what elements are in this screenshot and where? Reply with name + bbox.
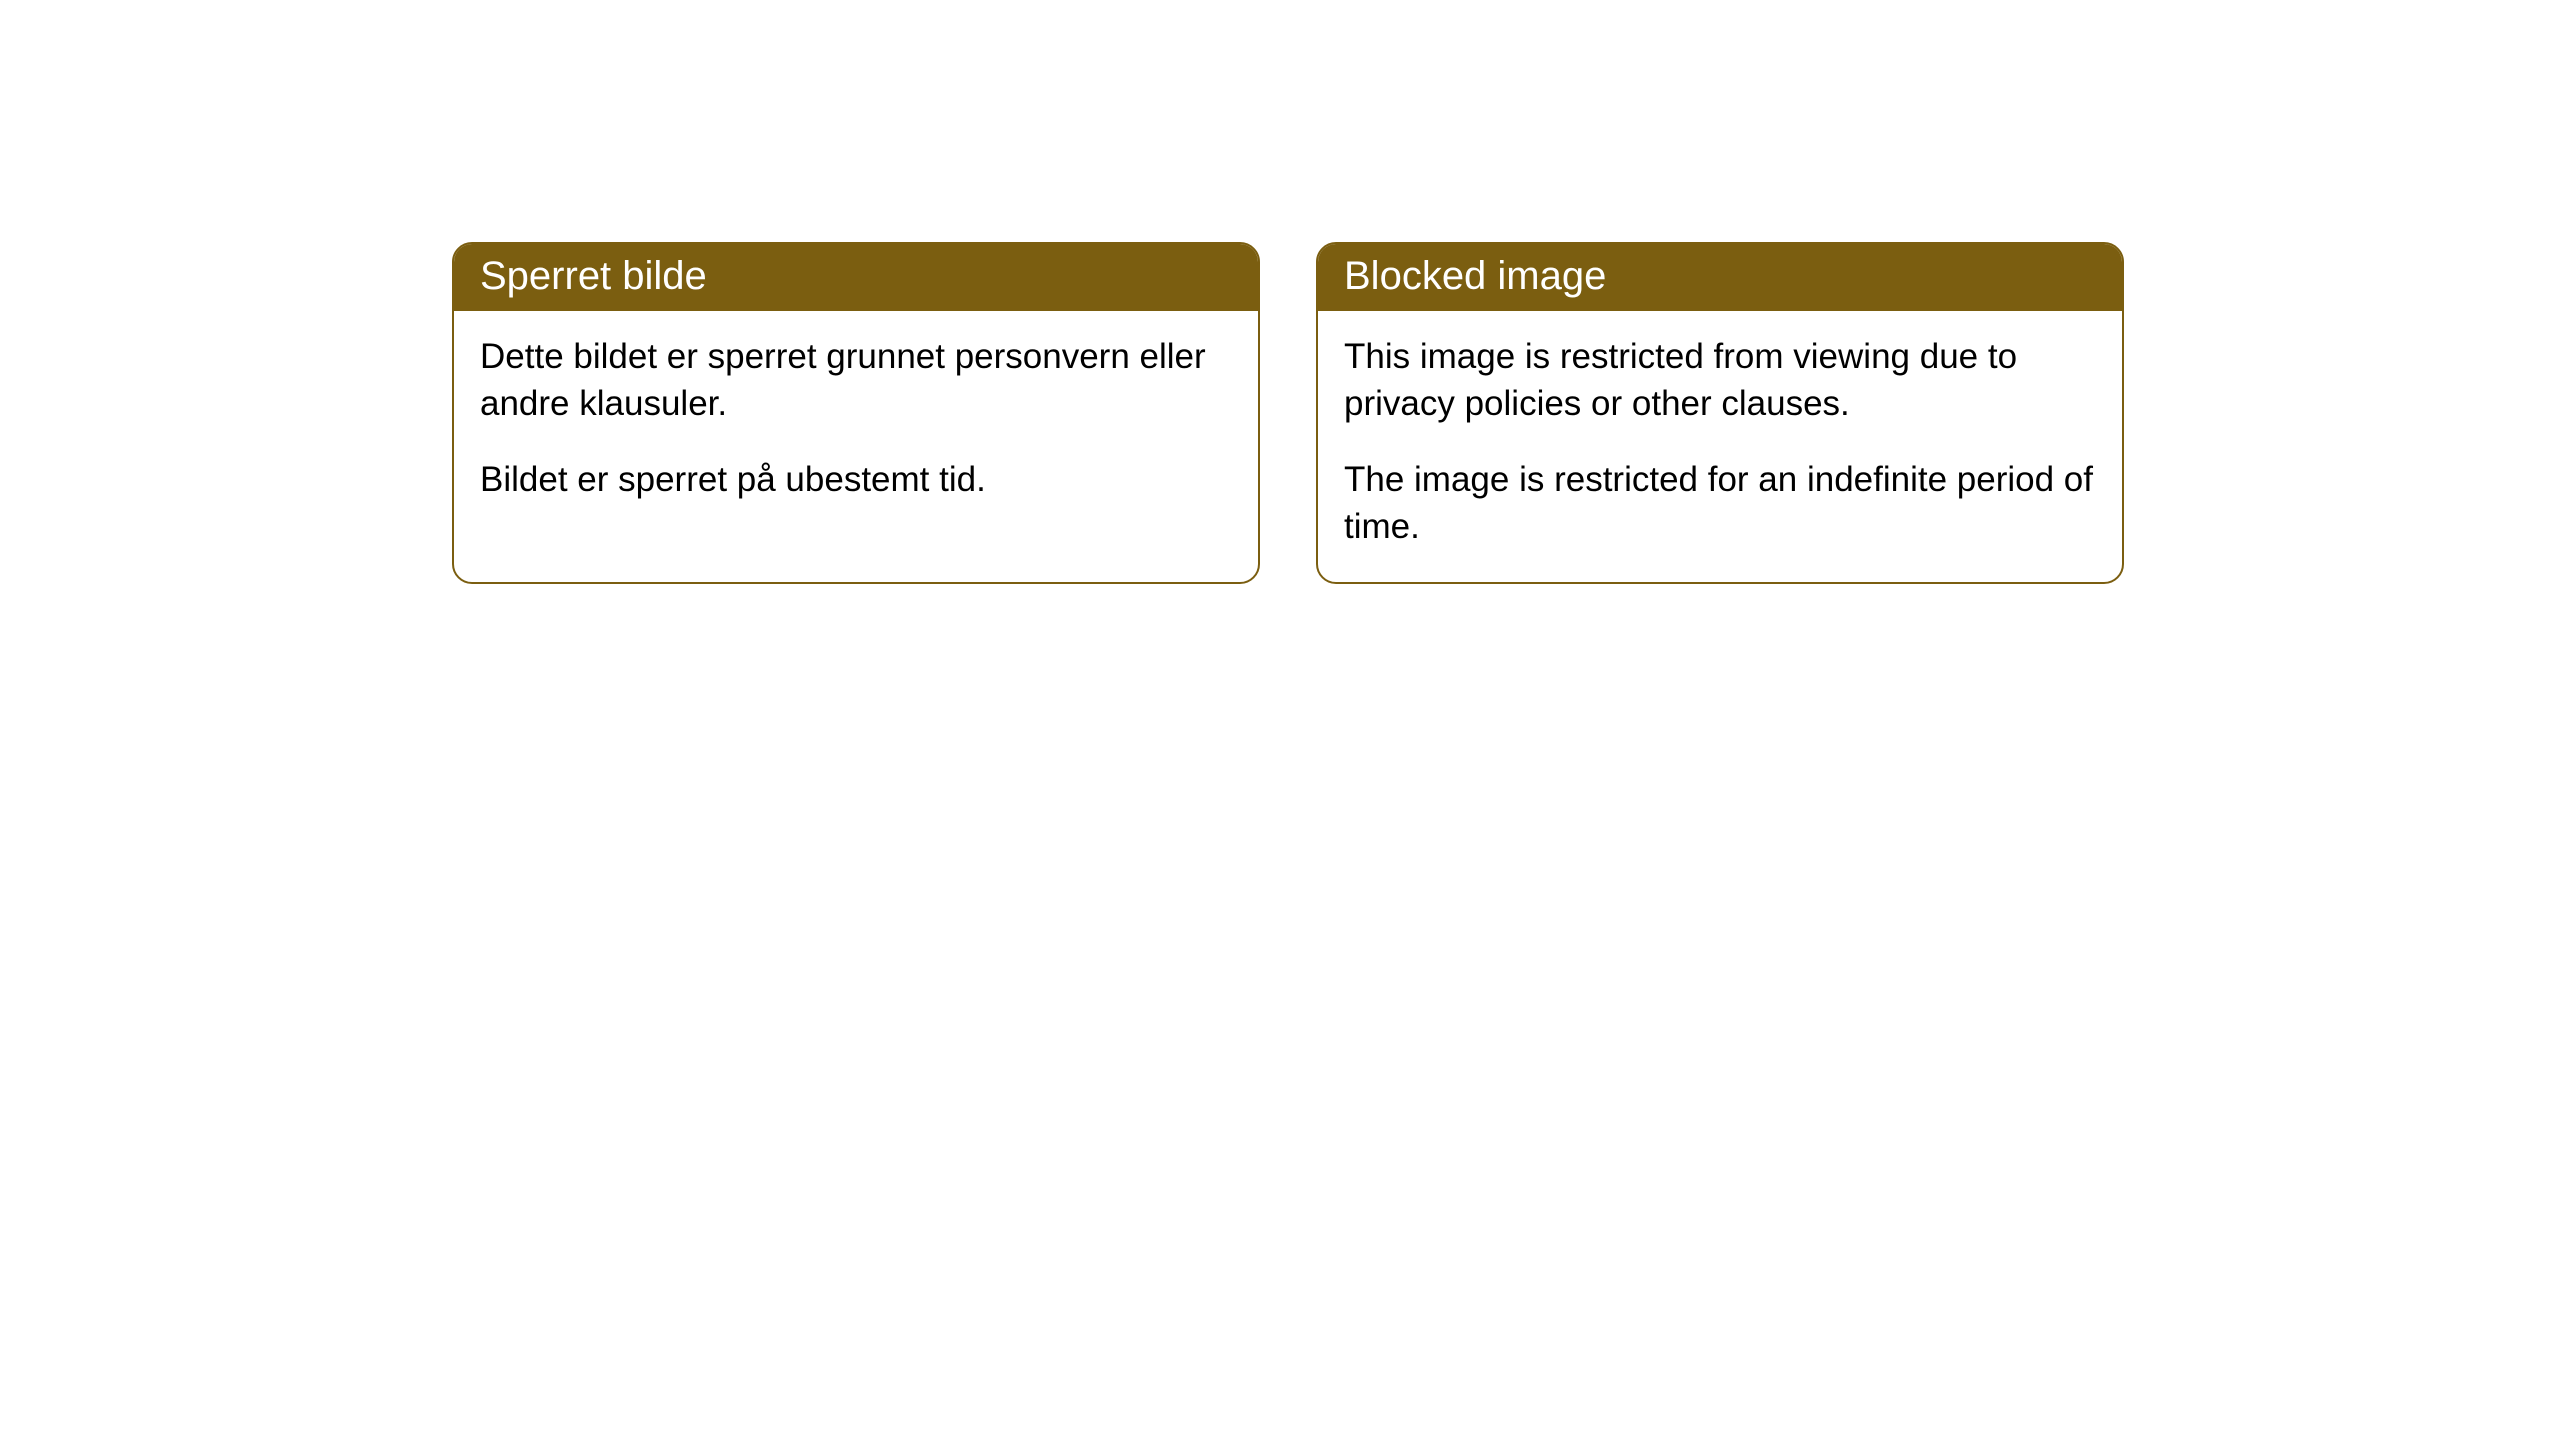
card-paragraph: This image is restricted from viewing du… [1344,333,2096,428]
card-paragraph: Dette bildet er sperret grunnet personve… [480,333,1232,428]
notice-card-english: Blocked image This image is restricted f… [1316,242,2124,584]
card-paragraph: The image is restricted for an indefinit… [1344,456,2096,551]
card-title: Blocked image [1318,244,2122,311]
notice-card-norwegian: Sperret bilde Dette bildet er sperret gr… [452,242,1260,584]
card-body: This image is restricted from viewing du… [1318,311,2122,582]
card-title: Sperret bilde [454,244,1258,311]
card-body: Dette bildet er sperret grunnet personve… [454,311,1258,535]
card-paragraph: Bildet er sperret på ubestemt tid. [480,456,1232,503]
notice-cards-container: Sperret bilde Dette bildet er sperret gr… [0,0,2560,584]
